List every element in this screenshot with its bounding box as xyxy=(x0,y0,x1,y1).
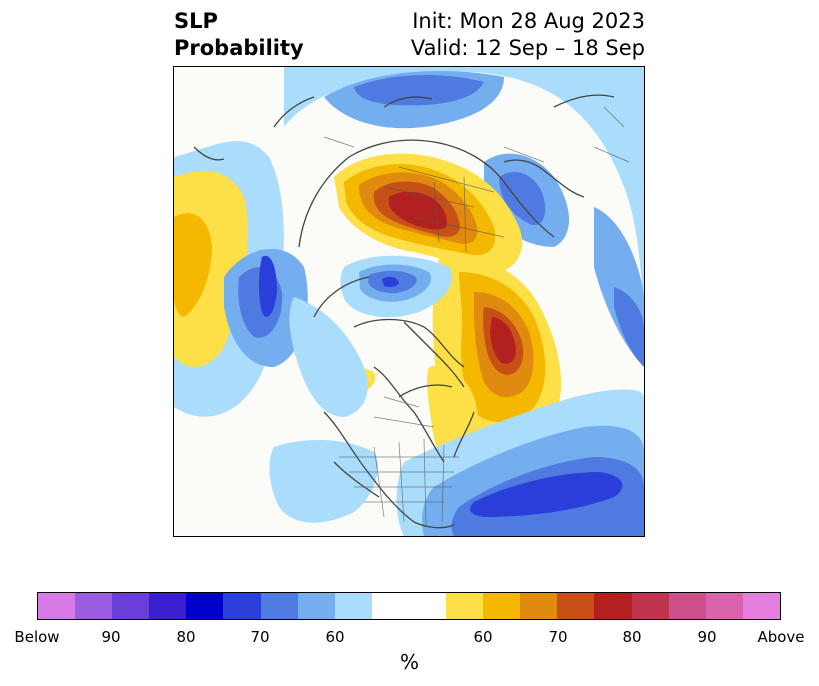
colorbar-swatch xyxy=(520,593,558,619)
colorbar-swatch xyxy=(334,593,372,619)
colorbar-swatch xyxy=(223,593,261,619)
pacific-anomaly xyxy=(174,141,308,417)
polar-map xyxy=(174,67,644,536)
colorbar-unit: % xyxy=(399,650,419,674)
colorbar-swatch xyxy=(557,593,595,619)
coastlines xyxy=(193,94,615,529)
colorbar-swatch xyxy=(112,593,150,619)
colorbar-swatch xyxy=(149,593,187,619)
colorbar-swatch xyxy=(75,593,113,619)
colorbar-swatch xyxy=(705,593,743,619)
map-panel xyxy=(173,66,645,537)
colorbar-swatch xyxy=(668,593,706,619)
colorbar-swatch xyxy=(408,593,447,619)
north-atlantic-low-anomaly xyxy=(269,389,644,536)
political-boundaries xyxy=(323,106,630,526)
colorbar-label-70-below: 70 xyxy=(250,628,270,646)
title-variable: SLP xyxy=(174,9,218,33)
colorbar-label-above: Above xyxy=(757,628,805,646)
colorbar-label-90-above: 90 xyxy=(697,628,717,646)
colorbar-swatch xyxy=(594,593,632,619)
arctic-low-anomaly xyxy=(340,255,453,318)
pacific-light-blue-band xyxy=(289,297,368,417)
colorbar-swatch xyxy=(38,593,76,619)
colorbar-label-60-above: 60 xyxy=(473,628,493,646)
colorbar-swatch xyxy=(446,593,484,619)
title-right: Init: Mon 28 Aug 2023 Valid: 12 Sep – 18… xyxy=(411,8,645,62)
title-left: SLP Probability xyxy=(174,8,304,62)
colorbar-label-80-below: 80 xyxy=(176,628,196,646)
eurasia-positive-anomaly xyxy=(334,153,523,272)
valid-range: Valid: 12 Sep – 18 Sep xyxy=(410,36,645,60)
colorbar-label-60-below: 60 xyxy=(325,628,345,646)
colorbar-swatch xyxy=(483,593,521,619)
colorbar-swatch xyxy=(260,593,298,619)
colorbar-label-90-below: 90 xyxy=(101,628,121,646)
colorbar-tick-labels: Below 90 80 70 60 60 70 80 90 Above xyxy=(0,628,819,648)
colorbar-swatch xyxy=(186,593,224,619)
colorbar-swatch xyxy=(631,593,669,619)
init-date: Init: Mon 28 Aug 2023 xyxy=(412,9,645,33)
colorbar-label-below: Below xyxy=(14,628,60,646)
colorbar xyxy=(37,592,781,620)
colorbar-label-70-above: 70 xyxy=(548,628,568,646)
colorbar-swatch xyxy=(371,593,409,619)
colorbar-label-80-above: 80 xyxy=(622,628,642,646)
title-field: Probability xyxy=(174,36,304,60)
colorbar-swatch xyxy=(297,593,335,619)
colorbar-swatch xyxy=(742,593,780,619)
